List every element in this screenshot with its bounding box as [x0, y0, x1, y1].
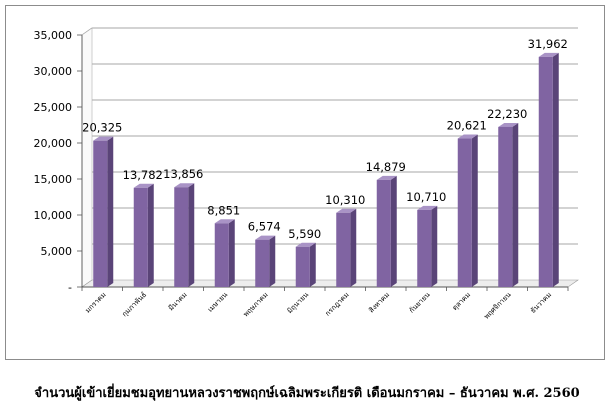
data-label: 10,710	[406, 190, 446, 204]
bar-side	[552, 52, 559, 288]
bar-top	[295, 242, 316, 247]
bars	[93, 52, 559, 288]
bar	[214, 219, 235, 287]
data-label: 20,325	[82, 121, 122, 135]
bar-top	[255, 235, 276, 240]
bar-top	[417, 205, 438, 210]
bar-top	[133, 183, 154, 188]
x-axis-ticks: มกราคม กุมภาพันธ์ มีนาคม เมษายน พฤษภาคม มิถุน…	[84, 291, 553, 321]
bar	[255, 235, 276, 287]
bar-front	[417, 209, 432, 287]
x-tick-label: เมษายน	[206, 291, 229, 314]
bar	[417, 205, 438, 287]
bar-side	[188, 183, 195, 287]
data-label: 14,879	[366, 160, 406, 174]
bar-side	[431, 205, 438, 287]
y-tick-label: 20,000	[34, 137, 73, 150]
data-label: 10,310	[325, 193, 365, 207]
bar	[295, 242, 316, 287]
bar-front	[538, 56, 553, 288]
x-tick-label: ตุลาคม	[451, 291, 472, 312]
data-label: 13,782	[123, 168, 163, 182]
bar	[538, 52, 559, 288]
y-tick-label: 30,000	[34, 65, 73, 78]
bar-top	[457, 134, 478, 139]
y-tick-label: 35,000	[34, 29, 73, 42]
bar	[93, 136, 114, 287]
x-tick-label: กรกฎาคม	[324, 291, 351, 318]
y-tick-label: 5,000	[41, 245, 73, 258]
data-label: 20,621	[447, 119, 487, 133]
bar-side	[512, 122, 519, 287]
data-label: 22,230	[487, 107, 527, 121]
bar-side	[471, 134, 478, 287]
data-label: 6,574	[248, 220, 281, 234]
bar	[376, 175, 397, 287]
x-tick-label: กุมภาพันธ์	[121, 291, 149, 319]
y-tick-label: 25,000	[34, 101, 73, 114]
y-axis-ticks: - 5,000 10,000 15,000 20,000 25,000 30,000 35,0…	[34, 29, 73, 294]
side-wall	[81, 27, 93, 288]
bar-front	[295, 246, 310, 287]
bar-chart: - 5,000 10,000 15,000 20,000 25,000 30,000 35,0…	[34, 27, 579, 321]
x-tick-label: มิถุนายน	[286, 291, 311, 316]
bar	[133, 183, 154, 287]
data-label: 5,590	[288, 227, 321, 241]
bar-top	[498, 122, 519, 127]
x-tick-label: ธันวาคม	[529, 291, 553, 315]
x-tick-label: กันยายน	[408, 291, 432, 315]
bar-front	[133, 187, 148, 287]
bar-side	[147, 183, 154, 287]
y-tick-label: 10,000	[34, 209, 73, 222]
chart-caption: จำนวนผู้เข้าเยี่ยมชมอุทยานหลวงราชพฤกษ์เฉ…	[34, 386, 580, 401]
bar-front	[255, 239, 270, 287]
bar-top	[376, 175, 397, 180]
bar-front	[336, 212, 351, 287]
bar	[336, 208, 357, 287]
bar-front	[214, 223, 229, 287]
bar-side	[269, 235, 276, 287]
bar	[457, 134, 478, 287]
y-tick-label: 15,000	[34, 173, 73, 186]
x-tick-label: มีนาคม	[167, 291, 189, 313]
bar	[498, 122, 519, 287]
bar-top	[93, 136, 114, 141]
axes	[77, 27, 579, 291]
x-tick-label: สิงหาคม	[367, 291, 391, 315]
bar-side	[390, 175, 397, 287]
bar-front	[174, 187, 189, 287]
bar-top	[538, 52, 559, 57]
bar-side	[228, 219, 235, 287]
bar	[174, 183, 195, 287]
bar-top	[336, 208, 357, 213]
bar-side	[107, 136, 114, 287]
data-label: 31,962	[528, 37, 568, 51]
bar-front	[457, 138, 472, 287]
bar-side	[350, 208, 357, 287]
y-tick-label: -	[68, 281, 72, 294]
bar-top	[214, 219, 235, 224]
bar-top	[174, 183, 195, 188]
data-labels: 20,325 13,782 13,856 8,851 6,574 5,590 10,310 1…	[82, 37, 568, 241]
bar-front	[376, 179, 391, 287]
x-tick-label: พฤษภาคม	[242, 291, 270, 319]
data-label: 8,851	[207, 203, 240, 217]
x-tick-label: พฤศจิกายน	[483, 291, 513, 321]
bar-front	[93, 140, 108, 287]
data-label: 13,856	[163, 167, 203, 181]
x-tick-label: มกราคม	[84, 291, 108, 315]
bar-side	[309, 242, 316, 287]
bar-front	[498, 126, 513, 287]
